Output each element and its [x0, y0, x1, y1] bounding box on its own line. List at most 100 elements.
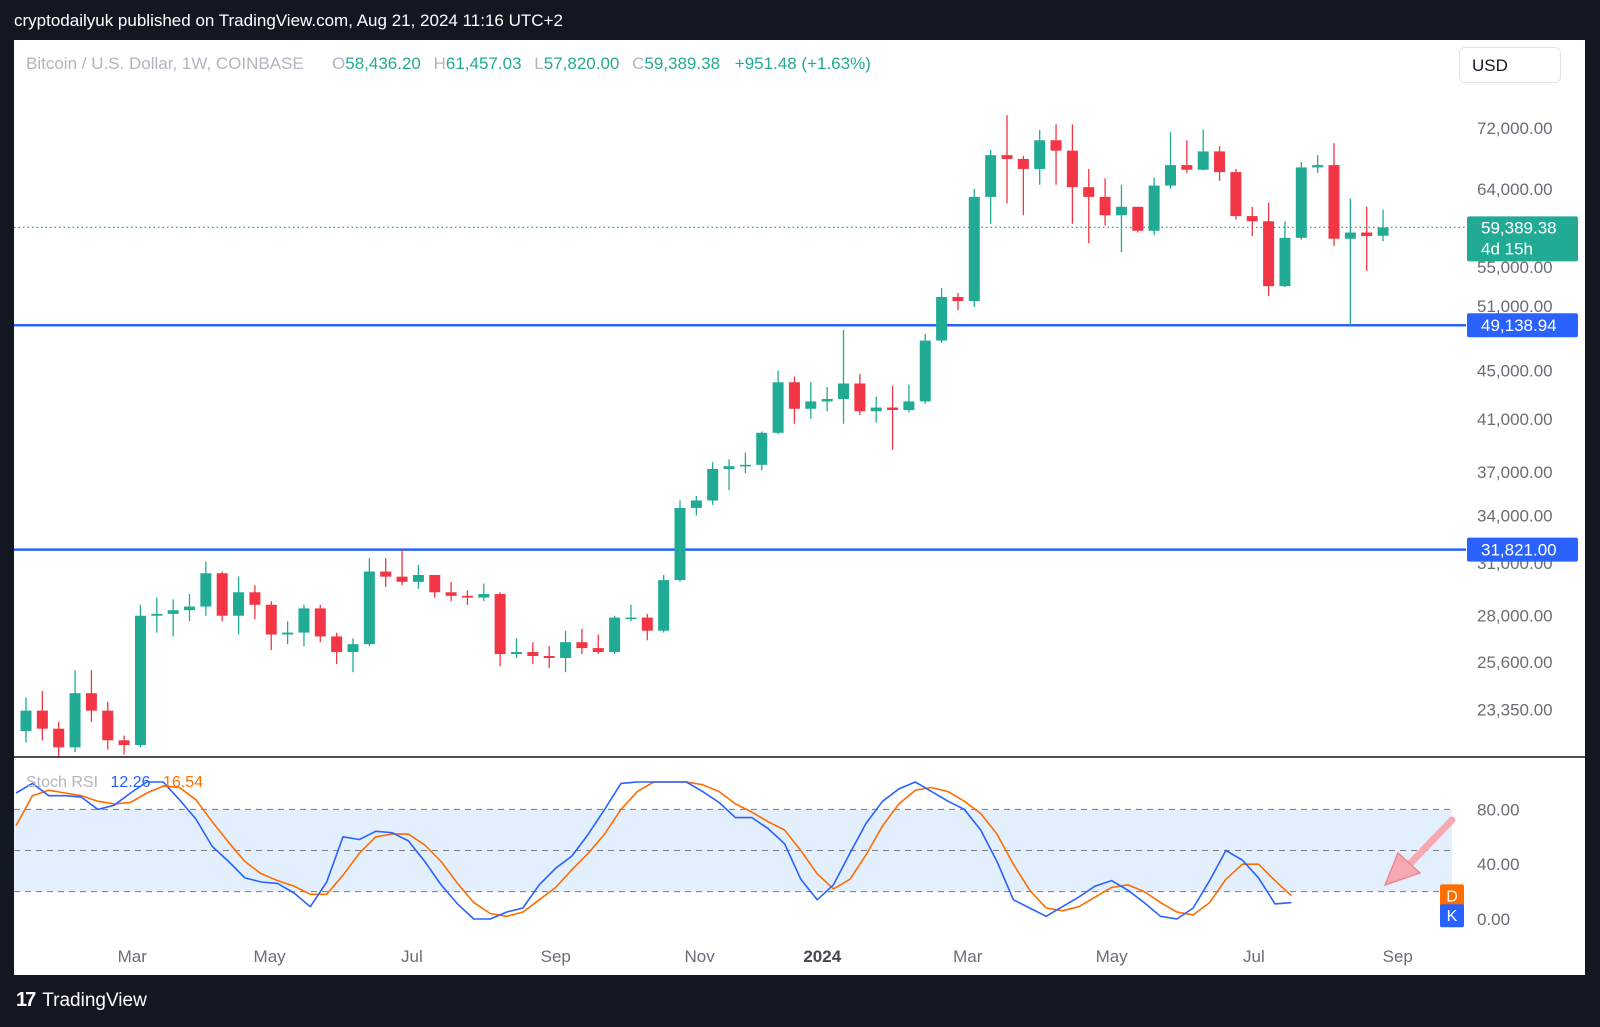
- candle: [69, 670, 81, 753]
- candle: [445, 581, 457, 602]
- level-badge[interactable]: 31,821.00: [1467, 537, 1578, 562]
- time-tick-label: May: [1096, 947, 1129, 966]
- candle-body: [887, 407, 899, 411]
- candle: [1115, 184, 1127, 253]
- candle-body: [429, 574, 441, 593]
- candle: [265, 601, 277, 651]
- candle-body: [560, 642, 572, 658]
- candle: [723, 459, 735, 491]
- time-tick-label: Mar: [118, 947, 148, 966]
- candle-body: [478, 594, 490, 598]
- time-tick-label: 2024: [803, 947, 841, 966]
- candle-body: [412, 574, 424, 582]
- candle-body: [347, 644, 359, 653]
- candle: [478, 583, 490, 602]
- candle: [102, 701, 114, 750]
- price-tick-label: 51,000.00: [1477, 297, 1553, 316]
- candle: [919, 334, 931, 404]
- price-tick-label: 41,000.00: [1477, 410, 1553, 429]
- stoch-k-value: 12.26: [110, 774, 150, 791]
- level-badge-bg: [1467, 537, 1578, 562]
- candle-body: [543, 655, 555, 658]
- candle: [609, 615, 621, 655]
- candle: [347, 638, 359, 673]
- stoch-tick-label: 40.00: [1477, 855, 1520, 874]
- stoch-k-line: [15, 781, 1292, 920]
- candle-body: [69, 693, 81, 748]
- candle-body: [380, 571, 392, 577]
- candle: [641, 613, 653, 641]
- candle-body: [625, 617, 637, 620]
- candle-body: [1034, 140, 1046, 169]
- currency-button[interactable]: USD: [1459, 47, 1561, 83]
- candle-body: [576, 642, 588, 649]
- candle: [53, 721, 65, 757]
- candle: [707, 462, 719, 505]
- candle: [756, 431, 768, 471]
- candle: [396, 549, 408, 586]
- publisher-banner: cryptodailyuk published on TradingView.c…: [14, 11, 563, 30]
- candle-body: [249, 592, 261, 605]
- candle-body: [445, 592, 457, 596]
- candle-body: [1263, 221, 1275, 287]
- price-axis[interactable]: 72,000.00 64,000.00 55,000.00 51,000.00 45,0…: [1477, 119, 1553, 929]
- candle: [249, 585, 261, 620]
- candle-body: [1066, 150, 1078, 188]
- time-tick-label: Mar: [953, 947, 983, 966]
- candle-body: [363, 571, 375, 645]
- candle: [1246, 206, 1258, 237]
- candle: [985, 149, 997, 224]
- candle-body: [1312, 165, 1324, 168]
- candle: [20, 697, 32, 743]
- candle-body: [1165, 165, 1176, 186]
- candle-body: [1083, 187, 1095, 197]
- candle-body: [20, 710, 32, 731]
- candle: [461, 590, 473, 605]
- candle: [690, 496, 702, 516]
- stoch-d-badge: D: [1440, 884, 1464, 908]
- candle-body: [494, 594, 506, 655]
- candle-body: [690, 500, 702, 508]
- candle-body: [511, 652, 522, 655]
- candle: [805, 382, 817, 419]
- candle: [1295, 162, 1307, 240]
- price-tick-label: 45,000.00: [1477, 362, 1553, 381]
- candle: [233, 576, 245, 635]
- symbol-title[interactable]: Bitcoin / U.S. Dollar, 1W, COINBASE: [26, 54, 304, 73]
- candle: [380, 558, 392, 588]
- stoch-rsi-lines: [15, 781, 1292, 920]
- candle-body: [838, 383, 849, 399]
- candle-body: [298, 608, 310, 633]
- candle: [739, 452, 751, 474]
- time-axis[interactable]: Mar May Jul Sep Nov 2024 Mar May Jul Sep: [118, 947, 1413, 966]
- price-tick-label: 23,350.00: [1477, 701, 1553, 720]
- candle-body: [641, 617, 653, 631]
- candle: [1197, 129, 1209, 171]
- price-tick-label: 72,000.00: [1477, 119, 1553, 138]
- candle-body: [1099, 196, 1111, 216]
- candle: [36, 691, 48, 741]
- candle: [1230, 168, 1242, 220]
- level-badge[interactable]: 49,138.94: [1467, 313, 1578, 338]
- close-value: 59,389.38: [644, 54, 720, 73]
- candle-body: [331, 636, 343, 653]
- candle: [1181, 140, 1193, 173]
- candle-body: [609, 617, 621, 653]
- candle-body: [870, 407, 882, 412]
- stoch-title[interactable]: Stoch RSI: [26, 774, 98, 791]
- candle-body: [314, 608, 326, 637]
- price-tick-label: 55,000.00: [1477, 258, 1553, 277]
- tradingview-brand: TradingView: [42, 989, 147, 1011]
- horizontal-levels: [14, 323, 1466, 551]
- price-tick-label: 28,000.00: [1477, 607, 1553, 626]
- high-value: 61,457.03: [446, 54, 522, 73]
- candlestick-series: [20, 115, 1389, 757]
- candle-body: [592, 648, 604, 653]
- tradingview-logo[interactable]: 17 TradingView: [16, 989, 147, 1012]
- candle-body: [985, 155, 997, 197]
- candle: [1034, 130, 1046, 185]
- time-tick-label: Jul: [1243, 947, 1265, 966]
- candle: [1263, 202, 1275, 297]
- candle: [1001, 115, 1013, 204]
- current-price-badge[interactable]: 59,389.38 4d 15h: [1467, 216, 1578, 262]
